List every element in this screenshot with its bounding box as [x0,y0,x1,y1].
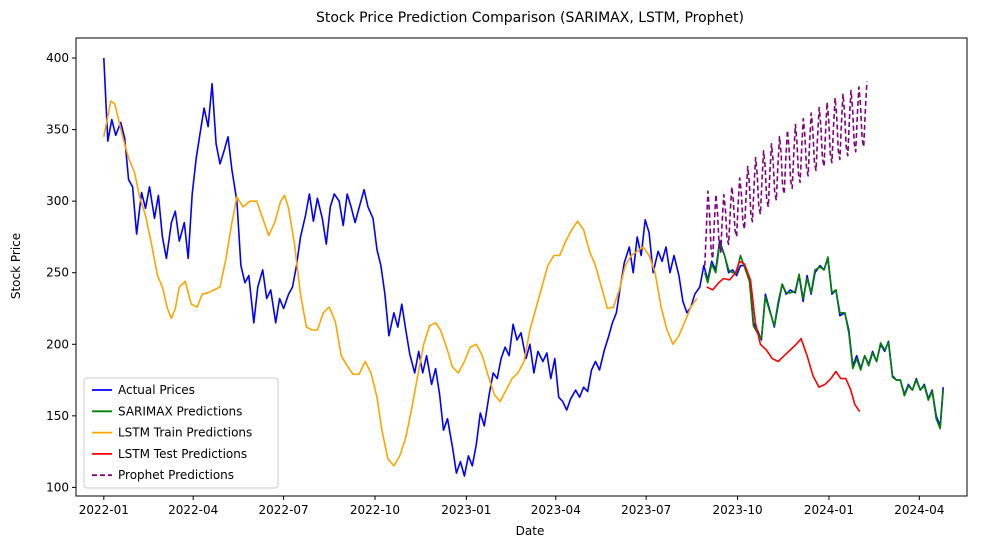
y-tick-label: 100 [46,480,69,494]
y-tick-label: 250 [46,266,69,280]
x-tick-label: 2022-10 [350,503,400,517]
legend-entry-label: LSTM Test Predictions [118,447,247,461]
legend-entry-label: LSTM Train Predictions [118,426,252,440]
legend-entry-label: Actual Prices [118,383,195,397]
x-tick-label: 2023-10 [712,503,762,517]
x-tick-label: 2023-07 [621,503,671,517]
legend: Actual Prices SARIMAX Predictions LSTM Tra… [83,377,279,489]
x-axis: 2022-01 2022-04 2022-07 2022-10 2023-01 2023-… [79,496,944,517]
x-tick-label: 2022-04 [168,503,218,517]
y-tick-label: 400 [46,51,69,65]
x-tick-label: 2022-07 [259,503,309,517]
x-tick-label: 2024-04 [894,503,944,517]
series-line-2 [103,100,698,467]
plot-frame [75,37,968,497]
x-tick-label: 2023-04 [531,503,581,517]
series-line-3 [706,260,861,413]
series-layer [103,57,944,477]
x-tick-label: 2022-01 [79,503,129,517]
y-axis-label: Stock Price [9,233,23,299]
y-tick-label: 300 [46,194,69,208]
series-line-4 [704,81,868,266]
x-tick-label: 2023-01 [441,503,491,517]
legend-entry-label: SARIMAX Predictions [118,404,242,418]
y-tick-label: 200 [46,337,69,351]
y-tick-label: 350 [46,123,69,137]
y-axis: 100 150 200 250 300 350 400 [46,51,76,494]
x-tick-label: 2024-01 [804,503,854,517]
series-line-1 [704,243,944,430]
legend-box [83,377,279,489]
legend-entry-label: Prophet Predictions [118,468,234,482]
y-tick-label: 150 [46,409,69,423]
x-axis-label: Date [516,524,545,538]
chart-title: Stock Price Prediction Comparison (SARIM… [316,10,744,26]
